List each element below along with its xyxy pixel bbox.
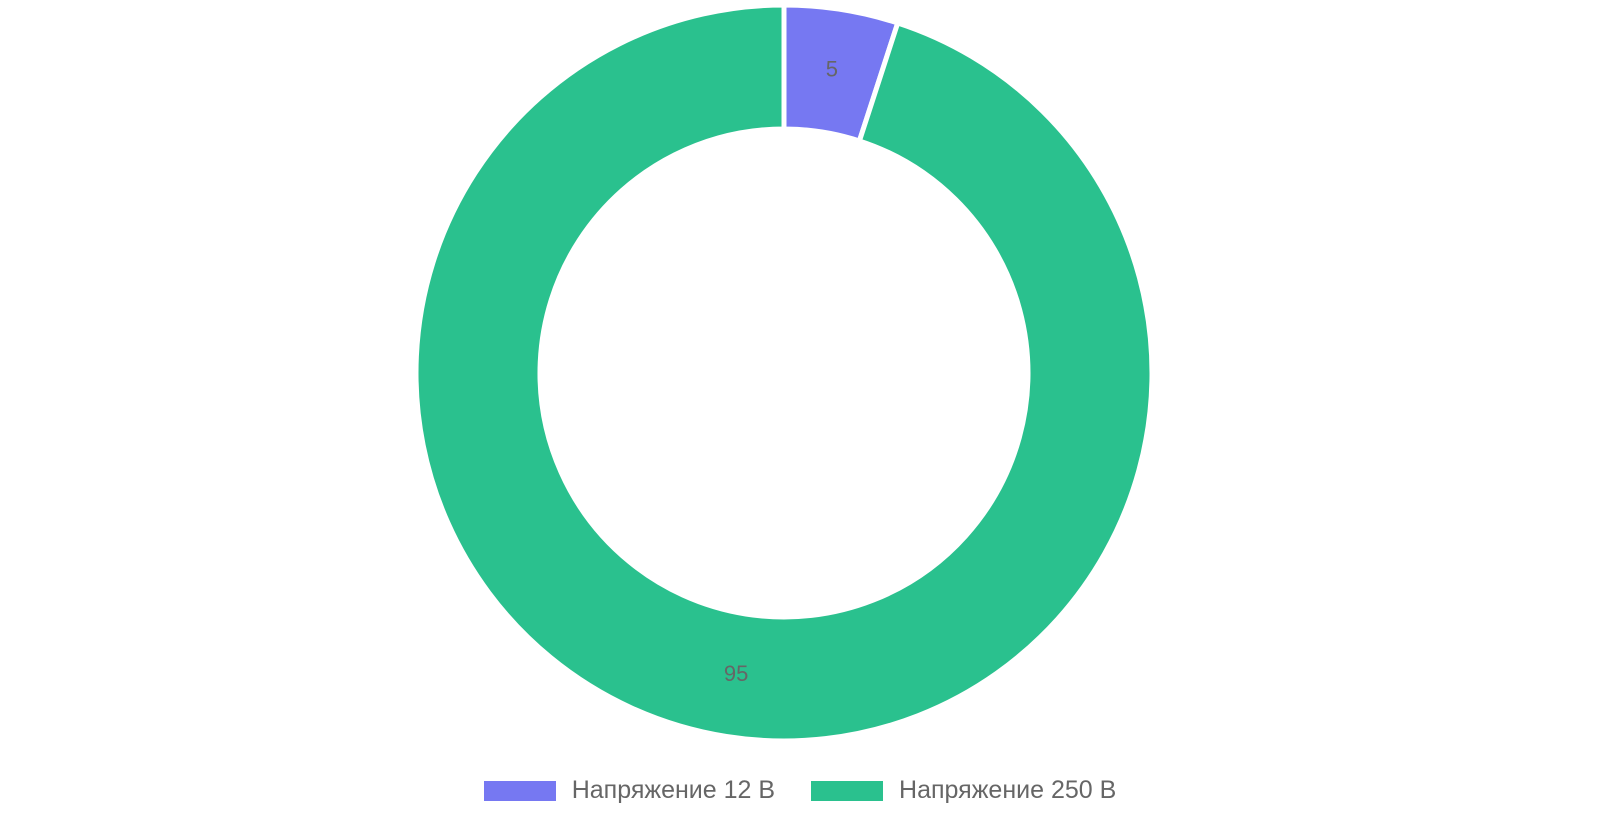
slice: [413, 2, 1155, 744]
value-label: 95: [724, 661, 748, 686]
legend-swatch: [483, 780, 556, 801]
legend: Напряжение 12 В Напряжение 250 В: [0, 776, 1600, 805]
value-label: 5: [826, 57, 838, 82]
legend-swatch: [811, 780, 884, 801]
chart: 5 95: [413, 2, 1155, 744]
legend-label: Напряжение 12 В: [571, 776, 776, 804]
legend-item: Напряжение 12 В: [483, 776, 776, 805]
legend-label: Напряжение 250 В: [899, 776, 1117, 804]
legend-item: Напряжение 250 В: [811, 776, 1116, 805]
